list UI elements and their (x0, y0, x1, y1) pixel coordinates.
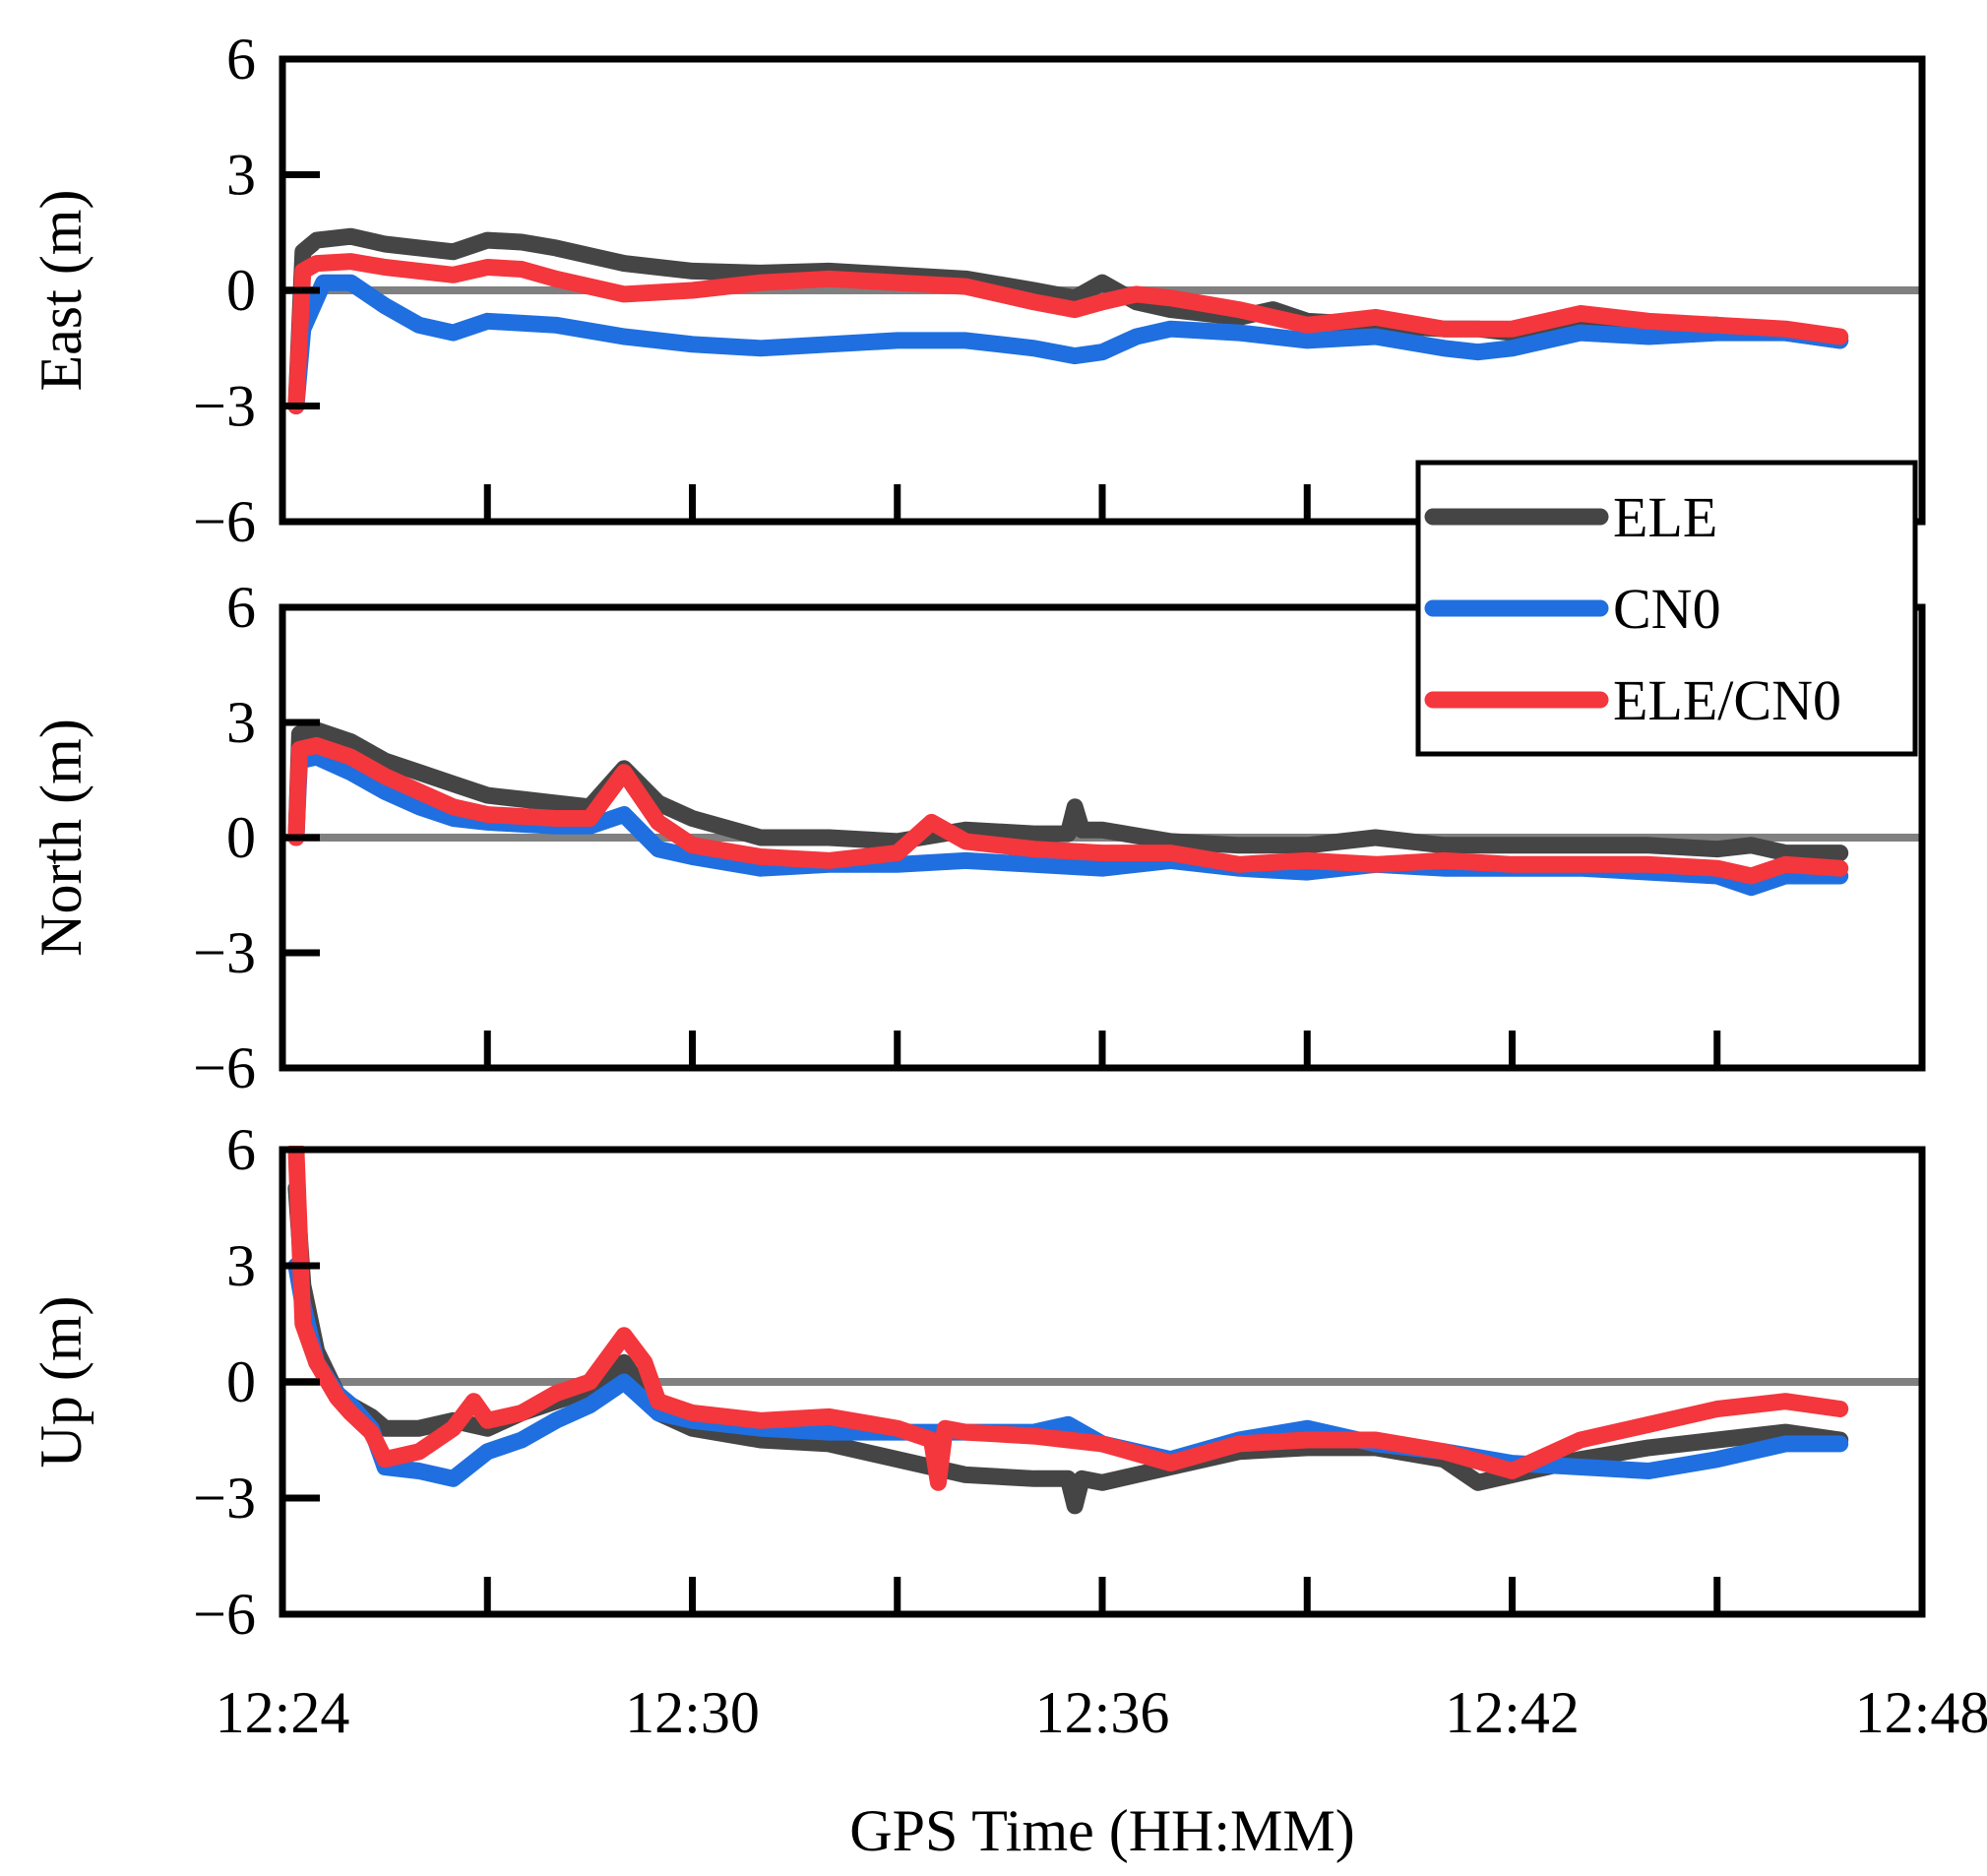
legend: ELE CN0 ELE/CN0 (1415, 460, 1918, 757)
north-series-group (287, 721, 1849, 897)
east-panel: −6 −3 0 3 6 East (m) (29, 27, 1926, 554)
north-y-tick-label: 0 (226, 805, 256, 870)
up-series-ele-cn0 (287, 1146, 1849, 1491)
north-y-axis-title: North (m) (29, 719, 93, 957)
legend-entry-ele-cn0: ELE/CN0 (1424, 668, 1841, 732)
north-y-tick-label: 6 (226, 575, 256, 640)
east-series-group (287, 227, 1849, 414)
east-y-tick-label: −6 (193, 489, 256, 554)
east-series-cn0 (287, 274, 1849, 414)
east-y-tick-label: −3 (193, 374, 256, 439)
x-axis: 12:24 12:30 12:36 12:42 12:48 (216, 1680, 1987, 1745)
up-y-tick-label: 6 (226, 1117, 256, 1182)
x-tick-label: 12:42 (1445, 1680, 1580, 1745)
north-y-tick-label: −6 (193, 1035, 256, 1100)
up-y-tick-label: 0 (226, 1349, 256, 1414)
panels-layer: −6 −3 0 3 6 East (m) −6 −3 0 3 6 North (m) −6 −3 0 3 6 Up… (29, 27, 1926, 1647)
north-panel: −6 −3 0 3 6 North (m) (29, 575, 1926, 1100)
legend-label-ele: ELE (1613, 485, 1717, 549)
up-y-tick-label: −3 (193, 1466, 256, 1531)
up-y-axis-title: Up (m) (29, 1296, 93, 1469)
up-y-tick-label: 3 (226, 1233, 256, 1298)
legend-entry-ele: ELE (1424, 485, 1717, 549)
legend-entry-cn0: CN0 (1424, 577, 1721, 641)
x-axis-title: GPS Time (HH:MM) (849, 1798, 1355, 1863)
north-y-tick-label: 3 (226, 690, 256, 755)
east-series-ele-cn0 (287, 253, 1849, 414)
east-y-tick-label: 6 (226, 27, 256, 92)
east-y-tick-label: 0 (226, 258, 256, 323)
x-tick-label: 12:24 (216, 1680, 350, 1745)
north-series-ele (287, 721, 1849, 862)
x-tick-label: 12:48 (1855, 1680, 1987, 1745)
legend-label-ele-cn0: ELE/CN0 (1613, 668, 1841, 732)
up-panel: −6 −3 0 3 6 Up (m) (29, 1117, 1926, 1647)
north-y-tick-label: −3 (193, 920, 256, 985)
x-tick-label: 12:30 (625, 1680, 760, 1745)
east-y-axis-title: East (m) (29, 190, 93, 392)
up-series-group (287, 1146, 1849, 1515)
x-tick-label: 12:36 (1035, 1680, 1170, 1745)
up-series-ele (287, 1179, 1849, 1515)
up-y-tick-label: −6 (193, 1582, 256, 1647)
north-series-ele-cn0 (287, 736, 1849, 885)
east-y-tick-label: 3 (226, 143, 256, 208)
legend-label-cn0: CN0 (1613, 577, 1721, 641)
